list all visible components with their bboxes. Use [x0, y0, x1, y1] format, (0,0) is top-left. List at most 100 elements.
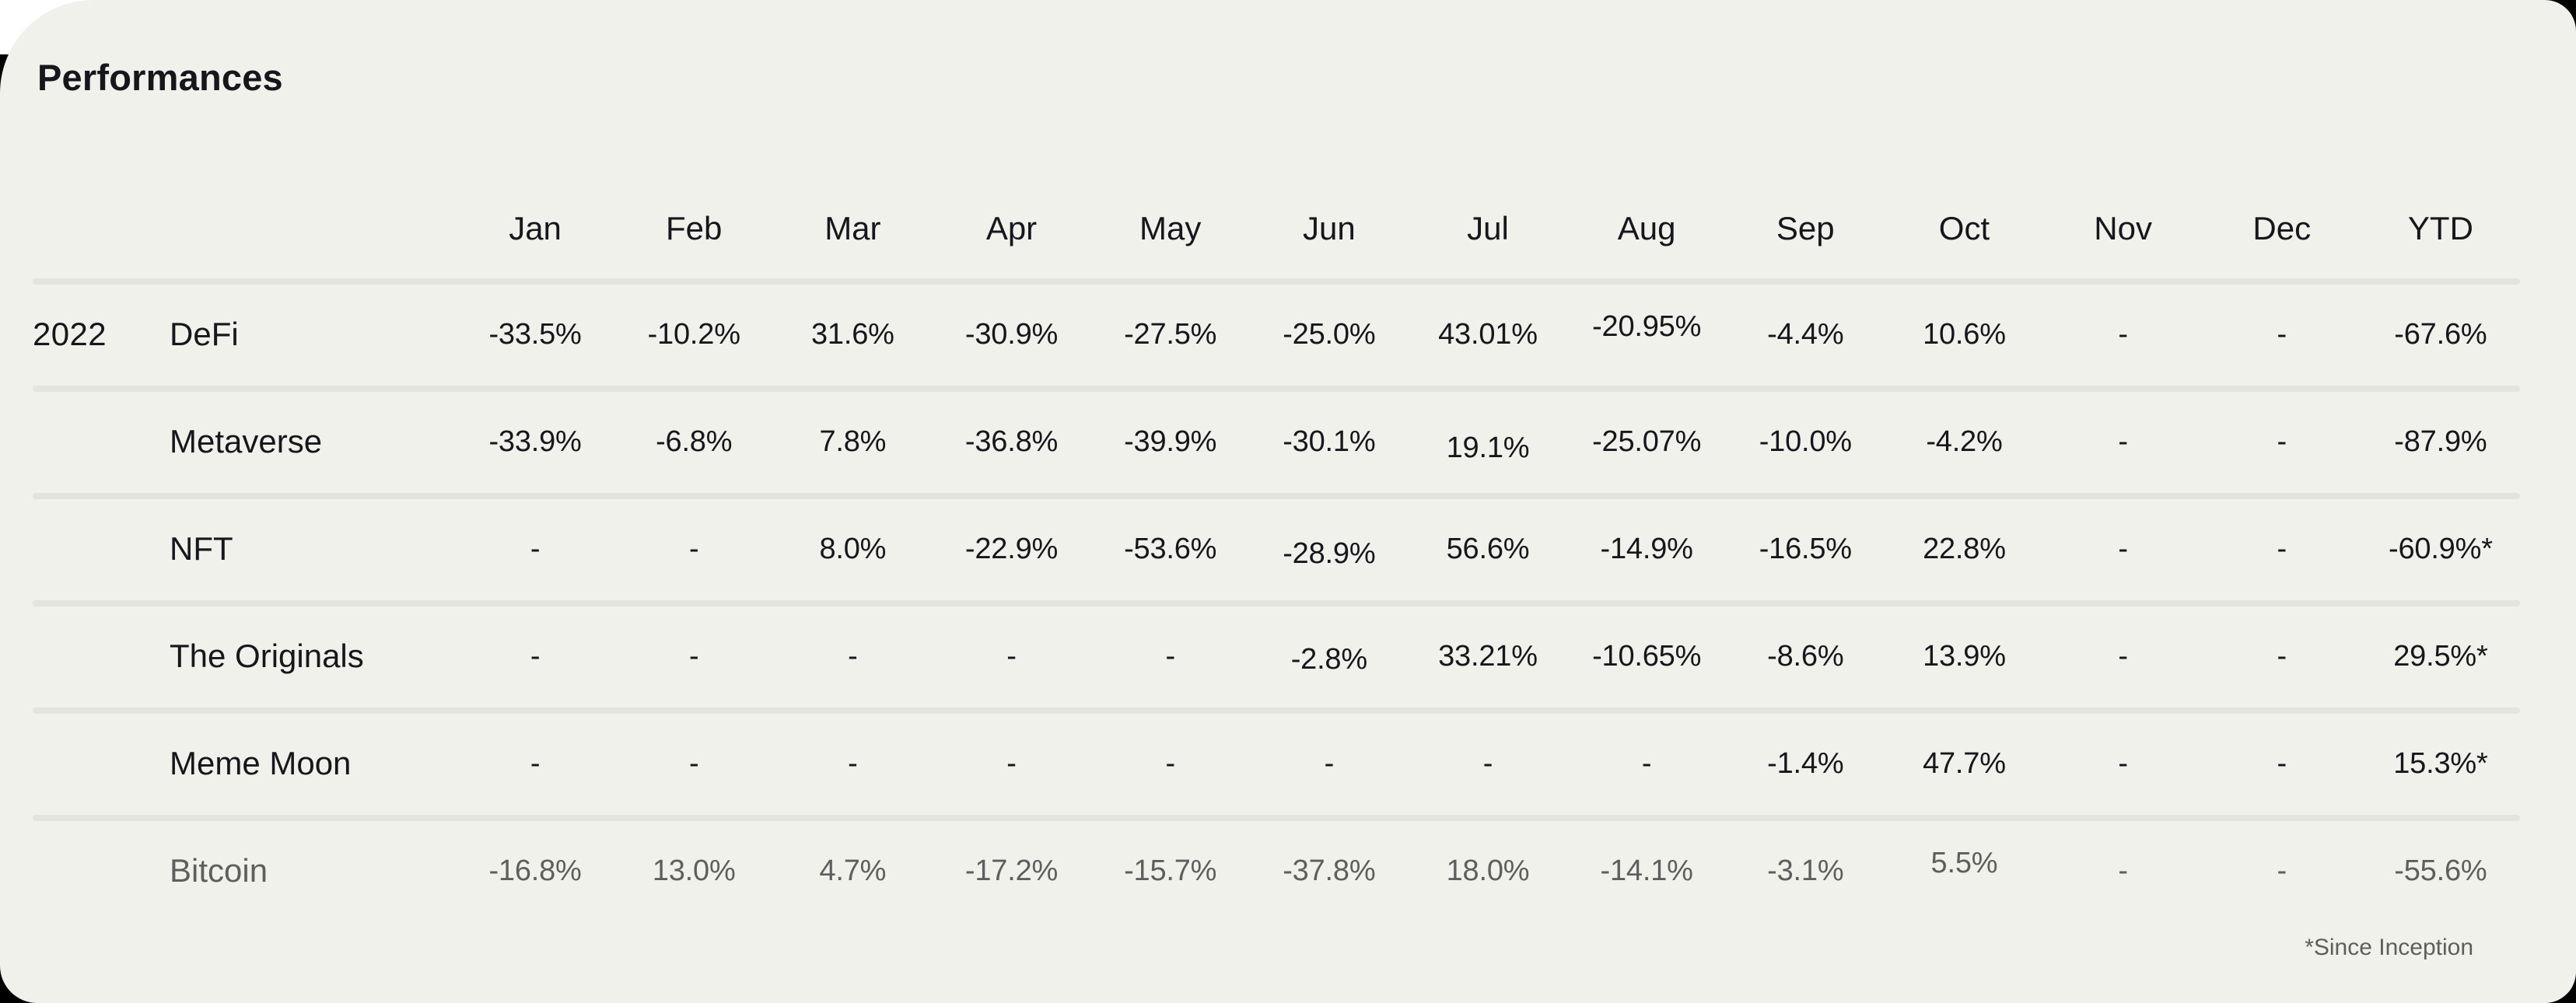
column-header-jun: Jun: [1302, 211, 1356, 247]
cell-value: -: [1006, 640, 1017, 673]
cell-value: -30.9%: [964, 318, 1059, 351]
page-title: Performances: [37, 58, 283, 98]
cell-value: -2.8%: [1290, 643, 1367, 676]
cell-value: -: [2118, 533, 2128, 565]
cell-value: -25.0%: [1283, 318, 1376, 351]
table-row-meme-moon: Meme Moon - - - - - - - - -1.4% 47.7% - - 15.3%*: [33, 714, 2520, 815]
cell-value: -36.8%: [964, 425, 1059, 458]
cell-value: -33.5%: [488, 318, 582, 351]
column-header-mar: Mar: [824, 211, 881, 247]
cell-value: 10.6%: [1923, 318, 2006, 351]
cell-value: -10.65%: [1592, 640, 1702, 673]
cell-value: -: [1006, 747, 1017, 780]
cell-value: -27.5%: [1124, 318, 1217, 351]
cell-value: -20.95%: [1592, 310, 1702, 343]
row-divider: [33, 493, 2520, 499]
cell-value: 19.1%: [1446, 432, 1530, 464]
cell-value: -: [688, 747, 699, 780]
cell-value: -: [1482, 747, 1493, 780]
cell-value: -4.4%: [1767, 318, 1844, 351]
cell-value: 4.7%: [819, 854, 887, 887]
cell-value: -30.1%: [1283, 425, 1376, 458]
cell-value: -8.6%: [1767, 640, 1844, 673]
column-header-dec: Dec: [2252, 211, 2312, 247]
cell-value: -16.8%: [488, 854, 582, 887]
table-header-row: Jan Feb Mar Apr May Jun Jul Aug Sep Oct Nov Dec YTD: [33, 182, 2520, 278]
cell-value: -: [1641, 747, 1652, 780]
cell-value: -: [2277, 533, 2287, 565]
row-divider: [33, 708, 2520, 714]
cell-value: -25.07%: [1592, 425, 1702, 458]
column-header-oct: Oct: [1938, 211, 1990, 247]
cell-value: 8.0%: [819, 533, 887, 565]
row-divider: [33, 386, 2520, 392]
cell-value: -: [688, 640, 699, 673]
column-header-jan: Jan: [509, 211, 562, 247]
cell-value: -: [2118, 747, 2128, 780]
cell-value: 5.5%: [1930, 847, 1998, 879]
row-label: DeFi: [170, 316, 239, 352]
cell-value: -10.0%: [1759, 425, 1852, 458]
cell-value: 22.8%: [1923, 533, 2006, 565]
cell-value: 47.7%: [1923, 747, 2006, 780]
cell-value: -39.9%: [1124, 425, 1217, 458]
cell-value: -: [848, 640, 858, 673]
column-header-may: May: [1139, 211, 1202, 247]
cell-value: -: [848, 747, 858, 780]
cell-value: -28.9%: [1283, 537, 1376, 570]
cell-value: 56.6%: [1446, 533, 1530, 565]
cell-value: 29.5%*: [2393, 640, 2488, 673]
row-label: Metaverse: [170, 424, 323, 460]
column-header-aug: Aug: [1617, 211, 1676, 247]
column-header-feb: Feb: [666, 211, 723, 247]
cell-value: -16.5%: [1759, 533, 1852, 565]
cell-value: -: [1324, 747, 1335, 780]
year-label: 2022: [33, 316, 107, 352]
cell-value: 43.01%: [1438, 318, 1538, 351]
cell-value: -53.6%: [1124, 533, 1217, 565]
table-row-the-originals: The Originals - - - - - -2.8% 33.21% -10.65% -8.6…: [33, 606, 2520, 708]
cell-value: -: [1165, 640, 1175, 673]
cell-value: -55.6%: [2394, 854, 2487, 887]
table-row-bitcoin: Bitcoin -16.8% 13.0% 4.7% -17.2% -15.7% -37.8%…: [33, 821, 2520, 922]
cell-value: -4.2%: [1926, 425, 2003, 458]
cell-value: -: [2118, 640, 2128, 673]
row-divider: [33, 278, 2520, 285]
cell-value: 15.3%*: [2393, 747, 2488, 780]
cell-value: 18.0%: [1446, 854, 1530, 887]
column-header-jul: Jul: [1467, 211, 1509, 247]
row-divider: [33, 600, 2520, 606]
table-row-defi: 2022 DeFi -33.5% -10.2% 31.6% -30.9% -27.5% -25…: [33, 285, 2520, 386]
card-inner: Performances Jan Feb Mar Apr May Jun Jul Aug Sep…: [0, 54, 2576, 961]
cell-value: -: [688, 533, 699, 565]
cell-value: -3.1%: [1767, 854, 1844, 887]
cell-value: -67.6%: [2394, 318, 2487, 351]
cell-value: -: [530, 533, 541, 565]
table-body: 2022 DeFi -33.5% -10.2% 31.6% -30.9% -27.5% -25…: [33, 278, 2520, 922]
cell-value: -6.8%: [656, 425, 733, 458]
row-label: Bitcoin: [170, 853, 268, 889]
row-divider: [33, 815, 2520, 821]
cell-value: -: [2118, 854, 2128, 887]
footnote: *Since Inception: [2305, 935, 2473, 961]
cell-value: -: [2118, 425, 2128, 458]
cell-value: 33.21%: [1438, 640, 1538, 673]
cell-value: -87.9%: [2394, 425, 2487, 458]
cell-value: -22.9%: [964, 533, 1059, 565]
cell-value: 7.8%: [819, 425, 887, 458]
column-header-nov: Nov: [2094, 211, 2152, 247]
row-label: The Originals: [170, 638, 364, 674]
cell-value: -: [530, 640, 541, 673]
cell-value: 13.9%: [1923, 640, 2006, 673]
cell-value: -60.9%*: [2389, 533, 2493, 565]
cell-value: -: [2277, 640, 2287, 673]
cell-value: -1.4%: [1767, 747, 1844, 780]
cell-value: 13.0%: [652, 854, 736, 887]
column-header-sep: Sep: [1776, 211, 1835, 247]
column-header-ytd: YTD: [2407, 211, 2473, 247]
column-header-apr: Apr: [985, 211, 1038, 247]
cell-value: -14.1%: [1600, 854, 1693, 887]
table-row-nft: NFT - - 8.0% -22.9% -53.6% -28.9% 56.6% -14.9% -1…: [33, 499, 2520, 600]
cell-value: -: [1165, 747, 1175, 780]
